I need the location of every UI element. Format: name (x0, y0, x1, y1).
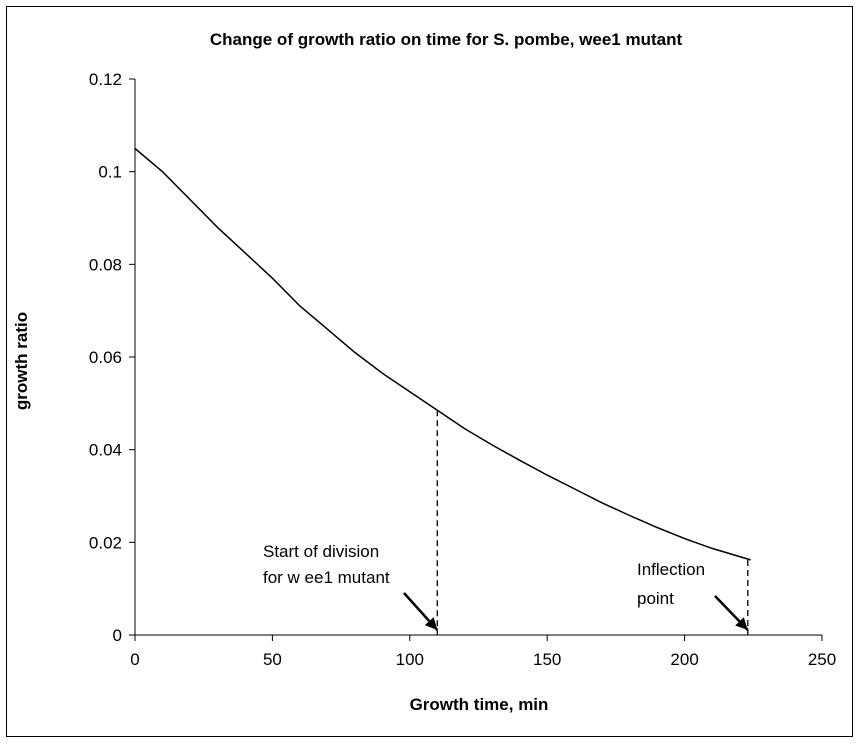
x-tick-label: 50 (263, 650, 282, 669)
x-tick-label: 200 (670, 650, 698, 669)
y-tick-label: 0.06 (89, 348, 122, 367)
y-tick-label: 0.02 (89, 533, 122, 552)
axes (134, 79, 822, 636)
chart-frame (6, 6, 853, 737)
annotations: Start of division for w ee1 mutant Inflect… (263, 410, 749, 635)
y-tick-label: 0.04 (89, 441, 122, 460)
x-axis-label: Growth time, min (410, 695, 549, 714)
y-tick-label: 0 (113, 626, 122, 645)
x-tick-label: 150 (533, 650, 561, 669)
y-axis-label: growth ratio (12, 312, 31, 410)
annotation-text: point (637, 589, 674, 608)
annotation-arrowhead (735, 617, 748, 630)
annotation-text: for w ee1 mutant (263, 568, 390, 587)
series (134, 147, 751, 561)
x-tick-label: 0 (130, 650, 139, 669)
annotation-arrowhead (424, 617, 438, 630)
x-tick-label: 100 (396, 650, 424, 669)
y-tick-label: 0.08 (89, 255, 122, 274)
series-line (134, 147, 751, 561)
annotation-text: Inflection (637, 560, 705, 579)
x-tick-label: 250 (808, 650, 836, 669)
chart-title: Change of growth ratio on time for S. po… (210, 30, 683, 49)
annotation-text: Start of division (263, 542, 379, 561)
y-tick-label: 0.1 (98, 163, 122, 182)
y-tick-label: 0.12 (89, 70, 122, 89)
ticks: 0 50 100 150 200 250 0 0.02 0.04 0.06 0.08 0.1 0.12 (89, 70, 836, 669)
